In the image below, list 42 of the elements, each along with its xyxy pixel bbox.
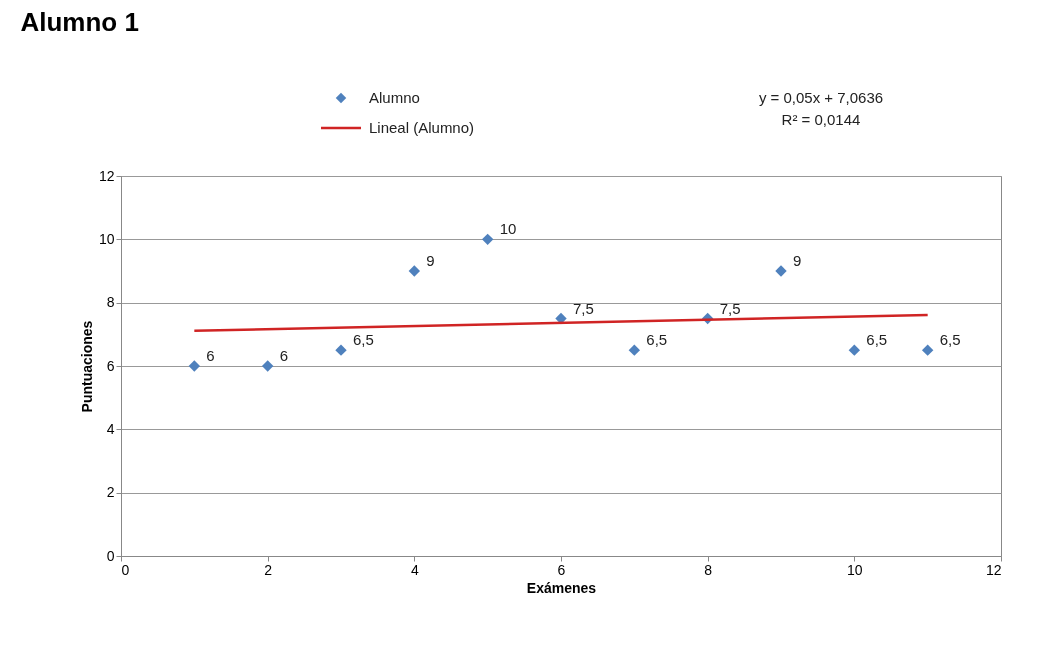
data-label: 6 bbox=[279, 347, 289, 364]
x-axis-title: Exámenes bbox=[526, 579, 597, 596]
data-label: 7,5 bbox=[719, 299, 741, 317]
legend-label: Lineal (Alumno) bbox=[369, 119, 475, 136]
data-label: 6 bbox=[206, 347, 215, 364]
point bbox=[921, 344, 934, 356]
point bbox=[261, 360, 274, 372]
x-tick-label: 4 bbox=[410, 561, 419, 578]
point bbox=[555, 312, 567, 325]
text: R² = 0,0144 bbox=[781, 111, 861, 128]
data-label: 9 bbox=[793, 252, 802, 269]
y-tick-label: 6 bbox=[106, 357, 115, 374]
data-label: 6,5 bbox=[646, 331, 668, 349]
data-label: 9 bbox=[426, 252, 435, 269]
data-label: 6,5 bbox=[866, 331, 888, 349]
y-tick-label: 10 bbox=[98, 230, 115, 247]
y-tick-label: 12 bbox=[98, 167, 115, 184]
point bbox=[481, 233, 494, 246]
y-tick-label: 8 bbox=[106, 294, 115, 311]
chart-title: Alumno 1 bbox=[20, 7, 139, 37]
data-label: 7,5 bbox=[573, 299, 594, 317]
legend-label: Alumno bbox=[369, 89, 420, 106]
y-axis-title: Puntuaciones bbox=[78, 320, 95, 413]
x-tick-label: 8 bbox=[704, 561, 713, 578]
x-tick-label: 6 bbox=[557, 561, 566, 578]
x-tick-label: 10 bbox=[847, 561, 863, 578]
x-tick-label: 0 bbox=[121, 561, 130, 578]
x-tick-label: 12 bbox=[985, 561, 1002, 578]
point bbox=[628, 344, 641, 356]
y-tick-label: 0 bbox=[106, 547, 115, 564]
point bbox=[335, 344, 347, 356]
data-label: 10 bbox=[499, 220, 517, 238]
text: y = 0,05x + 7,0636 bbox=[758, 89, 884, 106]
data-label: 6,5 bbox=[939, 331, 961, 349]
y-tick-label: 2 bbox=[106, 484, 115, 501]
point bbox=[848, 344, 861, 356]
point bbox=[408, 265, 421, 277]
point bbox=[775, 265, 787, 277]
x-tick-label: 2 bbox=[264, 561, 273, 578]
data-label: 6,5 bbox=[353, 331, 374, 349]
y-tick-label: 4 bbox=[106, 420, 115, 437]
point bbox=[188, 360, 201, 372]
